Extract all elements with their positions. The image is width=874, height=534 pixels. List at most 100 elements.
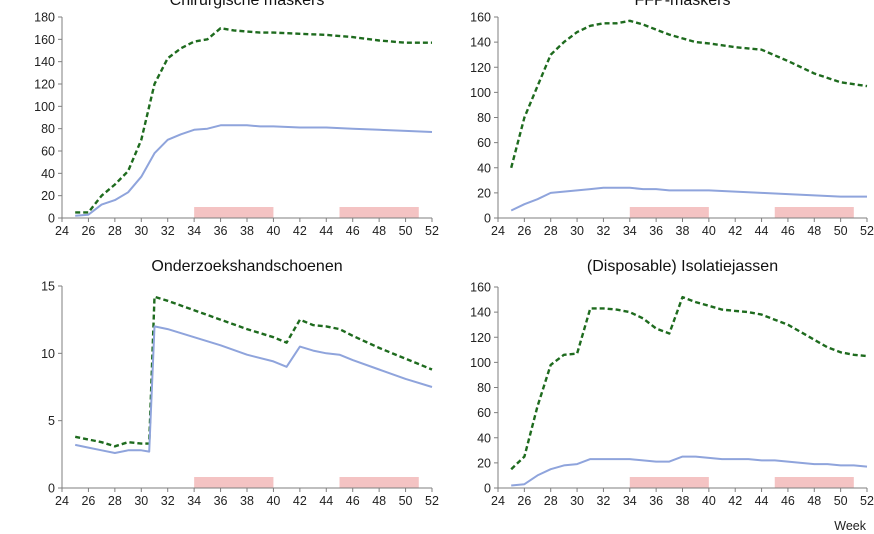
x-tick-label: 32 <box>596 494 610 508</box>
y-tick-label: 10 <box>41 347 55 361</box>
chart-title: Onderzoekshandschoenen <box>151 258 342 275</box>
series-line-solid <box>75 124 433 217</box>
x-tick-label: 52 <box>860 224 874 238</box>
x-tick-label: 24 <box>491 494 505 508</box>
x-tick-label: 40 <box>266 494 280 508</box>
x-tick-label: 32 <box>596 224 610 238</box>
x-tick-label: 36 <box>214 494 228 508</box>
x-tick-label: 24 <box>55 494 69 508</box>
x-tick-label: 44 <box>319 224 333 238</box>
chart-panel-4: (Disposable) Isolatiejassen 0 20 40 60 80 100 1… <box>470 258 874 508</box>
x-tick-label: 34 <box>623 224 637 238</box>
x-tick-label: 28 <box>544 224 558 238</box>
y-tick-label: 5 <box>48 414 55 428</box>
y-tick-label: 0 <box>484 482 491 496</box>
x-axis-unit-label: Week <box>834 519 866 533</box>
y-tick-label: 180 <box>34 11 55 25</box>
x-tick-label: 24 <box>491 224 505 238</box>
chart-title: Chirurgische maskers <box>170 0 325 9</box>
y-tick-label: 20 <box>41 189 55 203</box>
chart-panel-3: Onderzoekshandschoenen 0 5 10 15 24 26 28 30 32 34… <box>41 258 439 508</box>
y-tick-label: 80 <box>477 381 491 395</box>
x-tick-label: 30 <box>134 224 148 238</box>
x-tick-label: 36 <box>214 224 228 238</box>
series-line-dashed <box>75 27 432 214</box>
x-tick-label: 40 <box>702 494 716 508</box>
y-tick-label: 0 <box>48 482 55 496</box>
x-tick-label: 50 <box>834 224 848 238</box>
y-tick-label: 15 <box>41 280 55 294</box>
y-tick-label: 20 <box>477 186 491 200</box>
highlight-band <box>629 207 709 218</box>
y-tick-label: 40 <box>41 167 55 181</box>
highlight-band <box>194 207 274 218</box>
chart-title: (Disposable) Isolatiejassen <box>587 258 778 275</box>
x-tick-label: 30 <box>134 494 148 508</box>
x-tick-label: 48 <box>807 224 821 238</box>
y-tick-label: 120 <box>470 61 491 75</box>
y-tick-label: 160 <box>34 33 55 47</box>
x-tick-label: 38 <box>676 224 690 238</box>
x-tick-label: 34 <box>187 224 201 238</box>
x-tick-label: 52 <box>425 224 439 238</box>
x-tick-label: 46 <box>346 494 360 508</box>
x-tick-label: 24 <box>55 224 69 238</box>
x-tick-label: 26 <box>81 494 95 508</box>
x-tick-label: 32 <box>161 224 175 238</box>
y-tick-label: 160 <box>470 281 491 295</box>
highlight-band <box>339 207 419 218</box>
y-tick-label: 140 <box>470 36 491 50</box>
x-tick-label: 42 <box>293 494 307 508</box>
y-tick-label: 100 <box>470 86 491 100</box>
x-tick-label: 30 <box>570 494 584 508</box>
x-tick-label: 36 <box>649 494 663 508</box>
x-tick-label: 40 <box>266 224 280 238</box>
y-tick-label: 160 <box>470 11 491 25</box>
series-line-dashed <box>74 295 433 448</box>
x-tick-label: 46 <box>781 494 795 508</box>
x-tick-label: 44 <box>319 494 333 508</box>
x-tick-label: 26 <box>81 224 95 238</box>
x-tick-label: 42 <box>293 224 307 238</box>
y-tick-label: 80 <box>41 122 55 136</box>
x-tick-label: 26 <box>517 494 531 508</box>
y-tick-label: 140 <box>34 55 55 69</box>
x-tick-label: 28 <box>108 224 122 238</box>
y-tick-label: 100 <box>470 356 491 370</box>
x-tick-label: 52 <box>860 494 874 508</box>
x-tick-label: 50 <box>399 224 413 238</box>
x-tick-label: 28 <box>108 494 122 508</box>
series-line-solid <box>74 325 433 454</box>
x-tick-label: 38 <box>676 494 690 508</box>
y-tick-label: 20 <box>477 456 491 470</box>
x-tick-label: 46 <box>781 224 795 238</box>
y-tick-label: 140 <box>470 306 491 320</box>
x-tick-label: 40 <box>702 224 716 238</box>
x-tick-label: 50 <box>399 494 413 508</box>
x-tick-label: 48 <box>807 494 821 508</box>
y-tick-label: 60 <box>477 406 491 420</box>
x-tick-label: 50 <box>834 494 848 508</box>
x-tick-label: 38 <box>240 494 254 508</box>
y-tick-label: 120 <box>34 78 55 92</box>
y-tick-label: 0 <box>48 212 55 226</box>
x-tick-label: 38 <box>240 224 254 238</box>
x-tick-label: 44 <box>755 494 769 508</box>
x-tick-label: 52 <box>425 494 439 508</box>
y-tick-label: 0 <box>484 212 491 226</box>
x-tick-label: 44 <box>755 224 769 238</box>
chart-title: FFP-maskers <box>635 0 731 9</box>
y-tick-label: 40 <box>477 431 491 445</box>
x-tick-label: 28 <box>544 494 558 508</box>
highlight-band <box>774 207 854 218</box>
x-tick-label: 46 <box>346 224 360 238</box>
y-tick-label: 80 <box>477 111 491 125</box>
y-tick-label: 100 <box>34 100 55 114</box>
x-tick-label: 34 <box>187 494 201 508</box>
x-tick-label: 42 <box>728 494 742 508</box>
series-line-solid <box>510 186 867 212</box>
x-tick-label: 30 <box>570 224 584 238</box>
series-line-dashed <box>510 295 868 471</box>
highlight-band <box>774 477 854 488</box>
